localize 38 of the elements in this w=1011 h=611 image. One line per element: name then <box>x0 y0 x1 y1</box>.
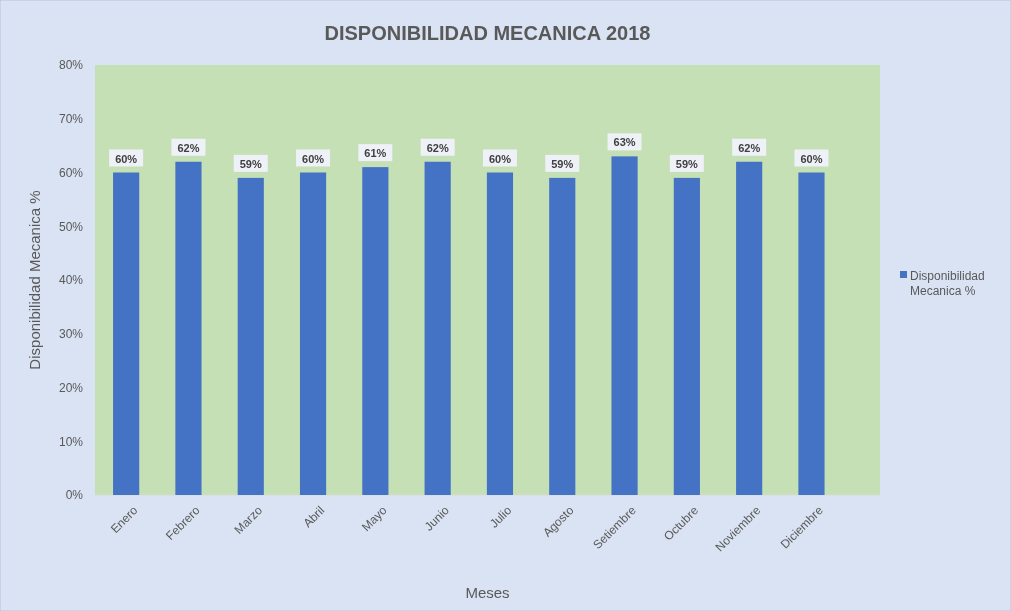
bar <box>486 172 514 495</box>
bar <box>798 172 825 495</box>
y-tick-label: 0% <box>65 488 84 503</box>
y-tick-label: 40% <box>58 273 84 288</box>
y-tick-label: 50% <box>58 219 84 234</box>
y-tick-label: 20% <box>58 380 84 395</box>
data-label: 60% <box>488 152 512 165</box>
y-tick-label: 80% <box>58 58 84 73</box>
bar <box>549 177 576 495</box>
data-label: 60% <box>302 152 325 165</box>
y-tick-label: 60% <box>58 165 84 180</box>
data-label: 63% <box>613 136 636 149</box>
bar <box>362 167 389 495</box>
y-axis-title: Disponibilidad Mecanica % <box>26 190 43 370</box>
bar <box>175 161 202 495</box>
data-label: 60% <box>800 152 823 165</box>
x-tick-label: Julio <box>486 503 515 531</box>
data-label: 62% <box>738 141 761 154</box>
data-label: 59% <box>675 157 699 170</box>
chart-title: DISPONIBILIDAD MECANICA 2018 <box>324 22 651 44</box>
data-label: 59% <box>239 157 262 170</box>
data-label: 62% <box>426 141 449 154</box>
bar <box>299 172 327 495</box>
y-tick-label: 70% <box>58 112 84 127</box>
x-axis-title: Meses <box>465 584 510 601</box>
data-label: 62% <box>177 141 200 154</box>
data-label: 60% <box>115 152 138 165</box>
legend-label: Disponibilidad Mecanica % <box>910 269 985 298</box>
bar <box>113 172 140 495</box>
bar <box>673 177 700 495</box>
y-tick-label: 30% <box>58 327 84 342</box>
bar <box>736 161 763 495</box>
data-label: 59% <box>551 157 574 170</box>
bar <box>237 177 264 495</box>
bar <box>424 161 451 495</box>
bar <box>611 156 638 495</box>
data-label: 61% <box>364 147 387 160</box>
y-tick-label: 10% <box>58 434 84 449</box>
